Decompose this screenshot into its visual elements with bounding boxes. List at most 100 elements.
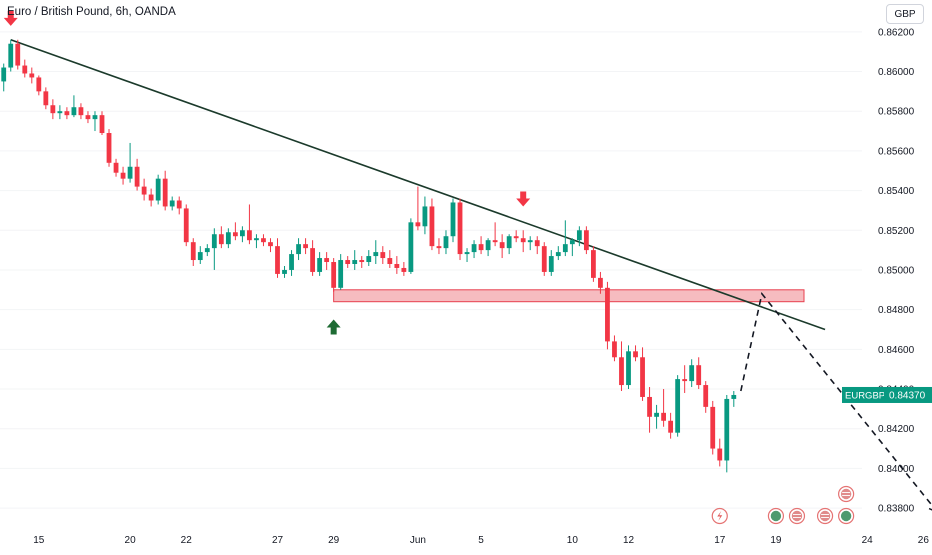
candle-body (640, 357, 645, 397)
y-tick-label: 0.83800 (878, 504, 915, 515)
candle (555, 246, 561, 261)
candle (640, 347, 645, 401)
candle-body (598, 277, 603, 288)
candle-body (492, 240, 498, 243)
candle-body (675, 379, 681, 433)
candle (464, 248, 470, 263)
x-tick-label: 12 (623, 535, 635, 546)
candle-body (36, 77, 42, 92)
candle (541, 242, 547, 276)
candle-body (78, 107, 84, 116)
trendline[interactable] (10, 38, 826, 331)
candle (675, 375, 681, 437)
candle (583, 226, 589, 255)
candle (120, 166, 126, 185)
x-tick-label: 15 (33, 535, 45, 546)
candle (176, 196, 182, 215)
y-tick-label: 0.85200 (878, 226, 915, 237)
candle (605, 281, 610, 350)
candle (303, 238, 308, 255)
candle-body (50, 105, 56, 114)
candle (562, 220, 568, 257)
flag-event-icon[interactable] (816, 507, 834, 525)
flag-event-icon[interactable] (788, 507, 806, 525)
candle (127, 142, 133, 183)
candle-body (380, 252, 386, 259)
candle (436, 238, 442, 255)
support-zone[interactable] (333, 289, 805, 303)
candle (57, 105, 63, 120)
candle-body (148, 194, 154, 201)
y-tick-label: 0.85800 (878, 107, 915, 118)
candle (261, 234, 266, 247)
candle-body (247, 230, 252, 241)
candle (141, 178, 147, 201)
candle (162, 170, 168, 211)
candle-body (387, 258, 393, 264)
x-tick-label: Jun (410, 535, 426, 546)
candle (696, 357, 702, 390)
candle-body (99, 115, 105, 134)
candle-body (204, 248, 210, 253)
support-zone-layer (333, 289, 805, 303)
candle-body (275, 246, 280, 274)
candle (240, 226, 245, 243)
candle (724, 394, 730, 473)
candle-body (162, 178, 168, 207)
economic-event-icon[interactable] (838, 507, 855, 525)
event-dot (791, 510, 803, 522)
candle-body (499, 242, 505, 249)
candle-body (64, 111, 70, 116)
candle-body (583, 230, 589, 251)
arrow-down-icon (3, 10, 18, 26)
candle-body (317, 258, 323, 272)
y-tick-label: 0.85000 (878, 265, 915, 276)
candle (71, 95, 77, 118)
candle (591, 246, 596, 282)
trendline-layer (10, 38, 826, 331)
candle (626, 345, 631, 390)
candle (275, 238, 280, 278)
candle-body (324, 258, 330, 263)
dividend-event-icon[interactable] (711, 507, 728, 525)
candle (8, 39, 14, 72)
symbol-tag-text: EURGBP (845, 390, 885, 401)
candle (422, 196, 428, 235)
flag-event-icon[interactable] (838, 485, 855, 503)
candle-body (703, 385, 709, 407)
candle (520, 230, 526, 253)
candle-body (464, 252, 470, 255)
candle-body (626, 351, 631, 386)
candle (64, 107, 70, 120)
projection-path[interactable] (740, 291, 932, 512)
price-tag-text: 0.84370 (889, 390, 926, 401)
candle (380, 246, 386, 264)
candle (211, 228, 217, 270)
candle-body (612, 341, 617, 358)
candle-body (576, 230, 582, 241)
candle-body (485, 240, 491, 251)
candle (731, 391, 737, 407)
candle-body (429, 206, 435, 247)
candle (155, 174, 161, 205)
candle-body (296, 244, 301, 255)
arrow-up-icon (326, 319, 341, 335)
price-tag (884, 386, 932, 403)
candle-body (619, 357, 624, 386)
candle (85, 111, 91, 124)
y-tick-label: 0.86200 (878, 27, 915, 38)
candle-body (303, 244, 308, 249)
candle (373, 240, 379, 264)
candle (619, 341, 624, 392)
candle (282, 265, 287, 278)
candle (661, 389, 666, 427)
candle (50, 99, 56, 120)
currency-button[interactable]: GBP (886, 4, 924, 24)
candle (106, 129, 112, 167)
candle (548, 250, 554, 276)
economic-event-icon[interactable] (767, 507, 785, 525)
candle-body (689, 365, 695, 382)
candle (401, 262, 407, 276)
